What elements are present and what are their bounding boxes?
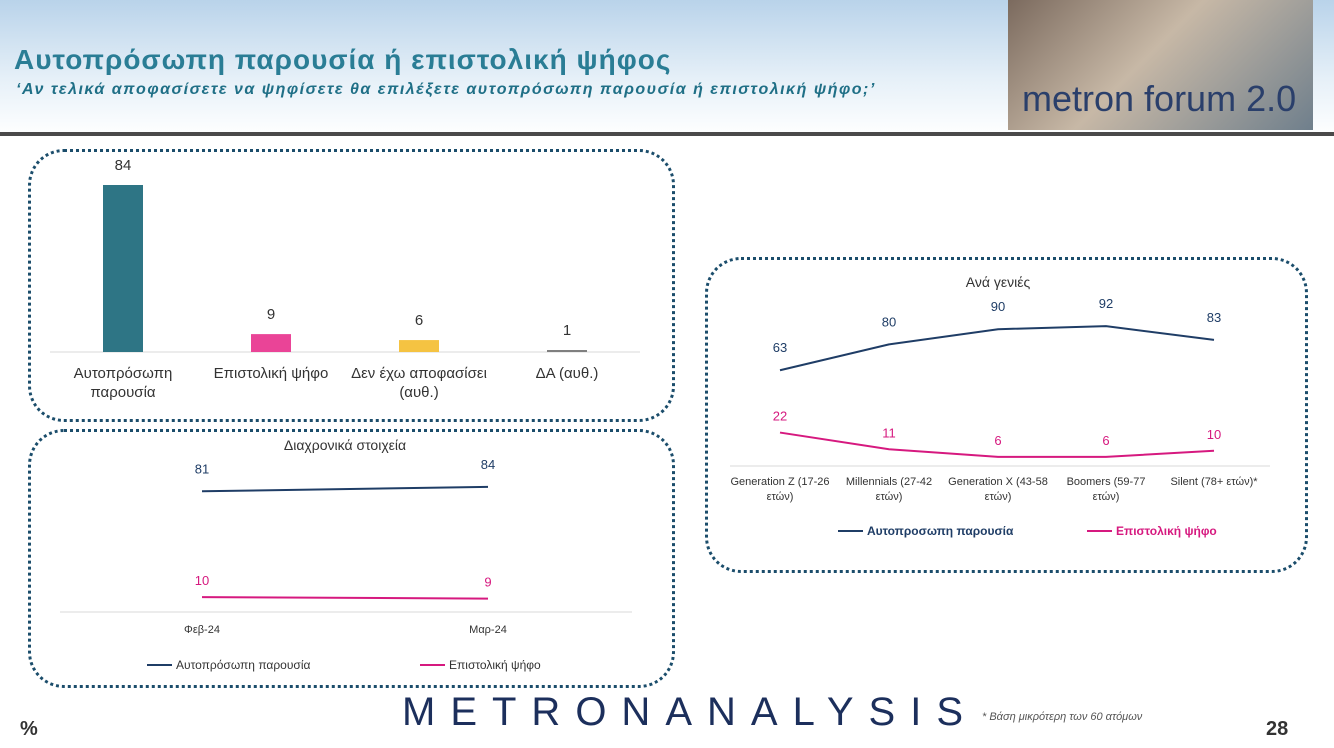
x-tick-label: Φεβ-24: [184, 624, 220, 636]
slide-subtitle: ‘Αν τελικά αποφασίσετε να ψηφίσετε θα επ…: [16, 81, 876, 98]
value-label: 9: [484, 575, 491, 590]
value-label: 6: [994, 433, 1001, 448]
legend-label: Επιστολική ψήφο: [449, 658, 541, 672]
series-line: [201, 485, 489, 493]
value-label: 92: [1099, 296, 1113, 311]
chart-subtitle: Διαχρονικά στοιχεία: [283, 437, 407, 453]
logo-image: metron forum 2.0: [1008, 0, 1313, 130]
value-label: 6: [1102, 433, 1109, 448]
value-label: 84: [115, 157, 132, 174]
bar: [251, 334, 291, 352]
unit: %: [20, 718, 38, 740]
x-tick-label: Μαρ-24: [469, 624, 507, 636]
value-label: 10: [195, 573, 209, 588]
brand: METRONANALYSIS: [402, 690, 978, 734]
x-tick-label: Generation X (43-58 ετών): [948, 476, 1048, 503]
x-tick-label: Generation Z (17-26 ετών): [730, 476, 830, 503]
x-tick-label: Millennials (27-42 ετών): [845, 476, 933, 503]
value-label: 81: [195, 461, 209, 476]
value-label: 63: [773, 340, 787, 355]
value-label: 83: [1207, 310, 1221, 325]
value-label: 22: [773, 409, 787, 424]
x-tick-label: Αυτοπρόσωπη παρουσία: [73, 365, 173, 401]
page-number: 28: [1266, 718, 1289, 740]
bar: [399, 340, 439, 352]
chart-subtitle: Ανά γενιές: [965, 274, 1031, 290]
chart-frame: [28, 149, 675, 422]
footnote: * Βάση μικρότερη των 60 ατόμων: [982, 711, 1143, 723]
x-tick-label: Silent (78+ ετών)*: [1170, 476, 1258, 488]
x-tick-label: Boomers (59-77 ετών): [1066, 476, 1146, 503]
logo-text: metron forum 2.0: [1022, 78, 1297, 119]
value-label: 84: [481, 457, 495, 472]
legend-label: Αυτοπροσωπη παρουσία: [867, 524, 1014, 538]
value-label: 1: [563, 322, 571, 339]
series-line: [201, 596, 489, 600]
series-line: [779, 431, 1215, 458]
chart-frame: [28, 429, 675, 688]
bar: [103, 185, 143, 352]
bar: [547, 350, 587, 352]
legend-label: Επιστολική ψήφο: [1116, 524, 1217, 538]
legend-label: Αυτοπρόσωπη παρουσία: [176, 658, 310, 672]
slide-title: Αυτοπρόσωπη παρουσία ή επιστολική ψήφος: [14, 44, 672, 75]
value-label: 90: [991, 299, 1005, 314]
chart-frame: [705, 257, 1308, 573]
x-tick-label: ΔΑ (αυθ.): [535, 365, 599, 382]
x-tick-label: Επιστολική ψήφο: [213, 365, 329, 382]
value-label: 6: [415, 312, 423, 329]
value-label: 10: [1207, 427, 1221, 442]
value-label: 80: [882, 314, 896, 329]
series-line: [779, 325, 1215, 372]
x-tick-label: Δεν έχω αποφασίσει (αυθ.): [351, 365, 487, 401]
value-label: 11: [882, 425, 896, 440]
value-label: 9: [267, 306, 275, 323]
